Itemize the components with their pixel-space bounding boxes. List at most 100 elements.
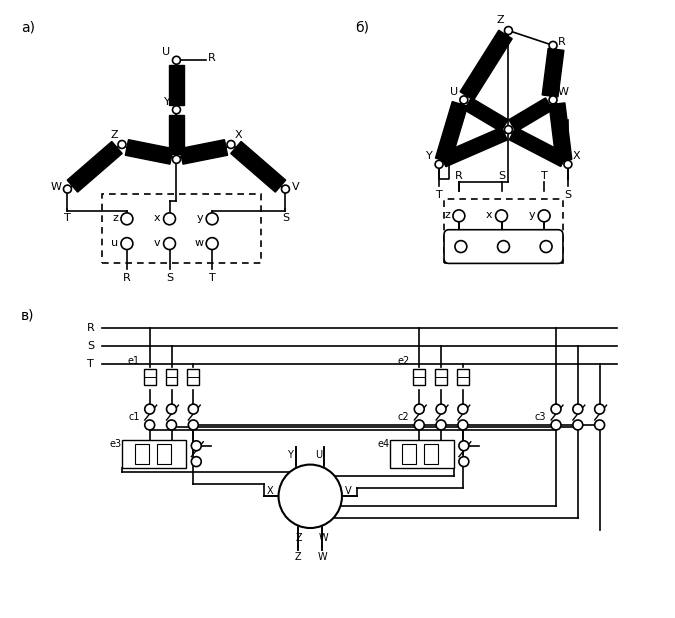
Text: Z: Z bbox=[296, 533, 302, 543]
Circle shape bbox=[414, 404, 424, 414]
Text: e4: e4 bbox=[377, 439, 389, 449]
Text: w: w bbox=[194, 237, 203, 248]
Bar bbox=[165, 370, 178, 385]
Text: 3~: 3~ bbox=[303, 499, 317, 509]
Circle shape bbox=[206, 213, 218, 225]
Text: R: R bbox=[558, 38, 566, 48]
Text: Z: Z bbox=[295, 552, 302, 562]
Text: y: y bbox=[196, 213, 203, 223]
Text: S: S bbox=[87, 341, 95, 350]
Circle shape bbox=[564, 160, 572, 168]
Bar bbox=[188, 370, 199, 385]
Text: y: y bbox=[529, 210, 535, 220]
Circle shape bbox=[63, 185, 72, 193]
Bar bbox=[402, 444, 416, 464]
Circle shape bbox=[453, 210, 465, 222]
Bar bbox=[122, 440, 186, 468]
Circle shape bbox=[173, 155, 180, 163]
Text: W: W bbox=[528, 240, 537, 250]
Text: S: S bbox=[166, 273, 173, 283]
Text: V: V bbox=[345, 486, 352, 496]
Text: R: R bbox=[123, 273, 131, 283]
Circle shape bbox=[163, 238, 176, 250]
Circle shape bbox=[495, 210, 508, 222]
Circle shape bbox=[188, 404, 198, 414]
Text: T: T bbox=[209, 273, 215, 283]
Bar bbox=[102, 194, 261, 263]
Bar bbox=[444, 199, 563, 263]
Text: X: X bbox=[235, 130, 242, 140]
Text: c1: c1 bbox=[128, 412, 140, 422]
Text: Z: Z bbox=[497, 15, 504, 25]
Bar bbox=[457, 370, 469, 385]
Text: x: x bbox=[154, 213, 161, 223]
Text: T: T bbox=[88, 358, 94, 368]
Circle shape bbox=[414, 420, 424, 430]
Polygon shape bbox=[509, 98, 553, 132]
Text: e2: e2 bbox=[397, 357, 409, 366]
Circle shape bbox=[458, 420, 468, 430]
Text: R: R bbox=[208, 53, 216, 63]
Circle shape bbox=[281, 185, 290, 193]
Circle shape bbox=[167, 404, 176, 414]
Circle shape bbox=[173, 106, 180, 114]
Text: z: z bbox=[444, 210, 450, 220]
Circle shape bbox=[459, 457, 469, 467]
Text: W: W bbox=[51, 182, 61, 192]
Polygon shape bbox=[231, 142, 286, 192]
Bar bbox=[389, 440, 454, 468]
Circle shape bbox=[595, 420, 605, 430]
Polygon shape bbox=[464, 98, 508, 132]
Text: Y: Y bbox=[427, 151, 433, 161]
Text: R: R bbox=[86, 323, 95, 333]
Polygon shape bbox=[169, 115, 184, 154]
Circle shape bbox=[167, 420, 176, 430]
Text: S: S bbox=[498, 171, 505, 181]
Circle shape bbox=[163, 213, 176, 225]
Text: X: X bbox=[267, 486, 273, 496]
Circle shape bbox=[436, 420, 446, 430]
Circle shape bbox=[459, 441, 469, 451]
Text: W: W bbox=[318, 533, 328, 543]
Circle shape bbox=[227, 140, 235, 148]
Circle shape bbox=[460, 96, 468, 104]
Text: x: x bbox=[486, 210, 493, 220]
Circle shape bbox=[144, 420, 155, 430]
Polygon shape bbox=[180, 140, 227, 164]
Polygon shape bbox=[549, 103, 572, 161]
Text: c2: c2 bbox=[398, 412, 409, 422]
Circle shape bbox=[279, 465, 342, 528]
Text: z: z bbox=[112, 213, 118, 223]
Polygon shape bbox=[460, 30, 512, 100]
Circle shape bbox=[191, 441, 201, 451]
Circle shape bbox=[121, 213, 133, 225]
Polygon shape bbox=[68, 142, 122, 192]
Text: a): a) bbox=[21, 20, 35, 35]
Bar bbox=[144, 370, 156, 385]
Text: в): в) bbox=[21, 308, 34, 322]
Circle shape bbox=[206, 238, 218, 250]
Bar bbox=[435, 370, 447, 385]
Polygon shape bbox=[542, 48, 564, 97]
Text: S: S bbox=[282, 213, 289, 223]
Text: c3: c3 bbox=[535, 412, 546, 422]
Text: T: T bbox=[64, 213, 71, 223]
Polygon shape bbox=[169, 66, 184, 105]
Text: e1: e1 bbox=[128, 357, 140, 366]
Circle shape bbox=[121, 238, 133, 250]
Circle shape bbox=[188, 420, 198, 430]
FancyBboxPatch shape bbox=[444, 230, 563, 263]
Text: u: u bbox=[446, 240, 452, 250]
Text: W: W bbox=[558, 87, 569, 97]
Circle shape bbox=[573, 420, 583, 430]
Text: Z: Z bbox=[111, 130, 118, 140]
Circle shape bbox=[504, 27, 512, 35]
Circle shape bbox=[538, 210, 550, 222]
Bar bbox=[413, 370, 425, 385]
Circle shape bbox=[549, 41, 557, 49]
Circle shape bbox=[551, 404, 561, 414]
Text: T: T bbox=[435, 190, 442, 200]
Text: U: U bbox=[450, 87, 458, 97]
Text: Y: Y bbox=[286, 450, 292, 460]
Text: v: v bbox=[154, 237, 161, 248]
